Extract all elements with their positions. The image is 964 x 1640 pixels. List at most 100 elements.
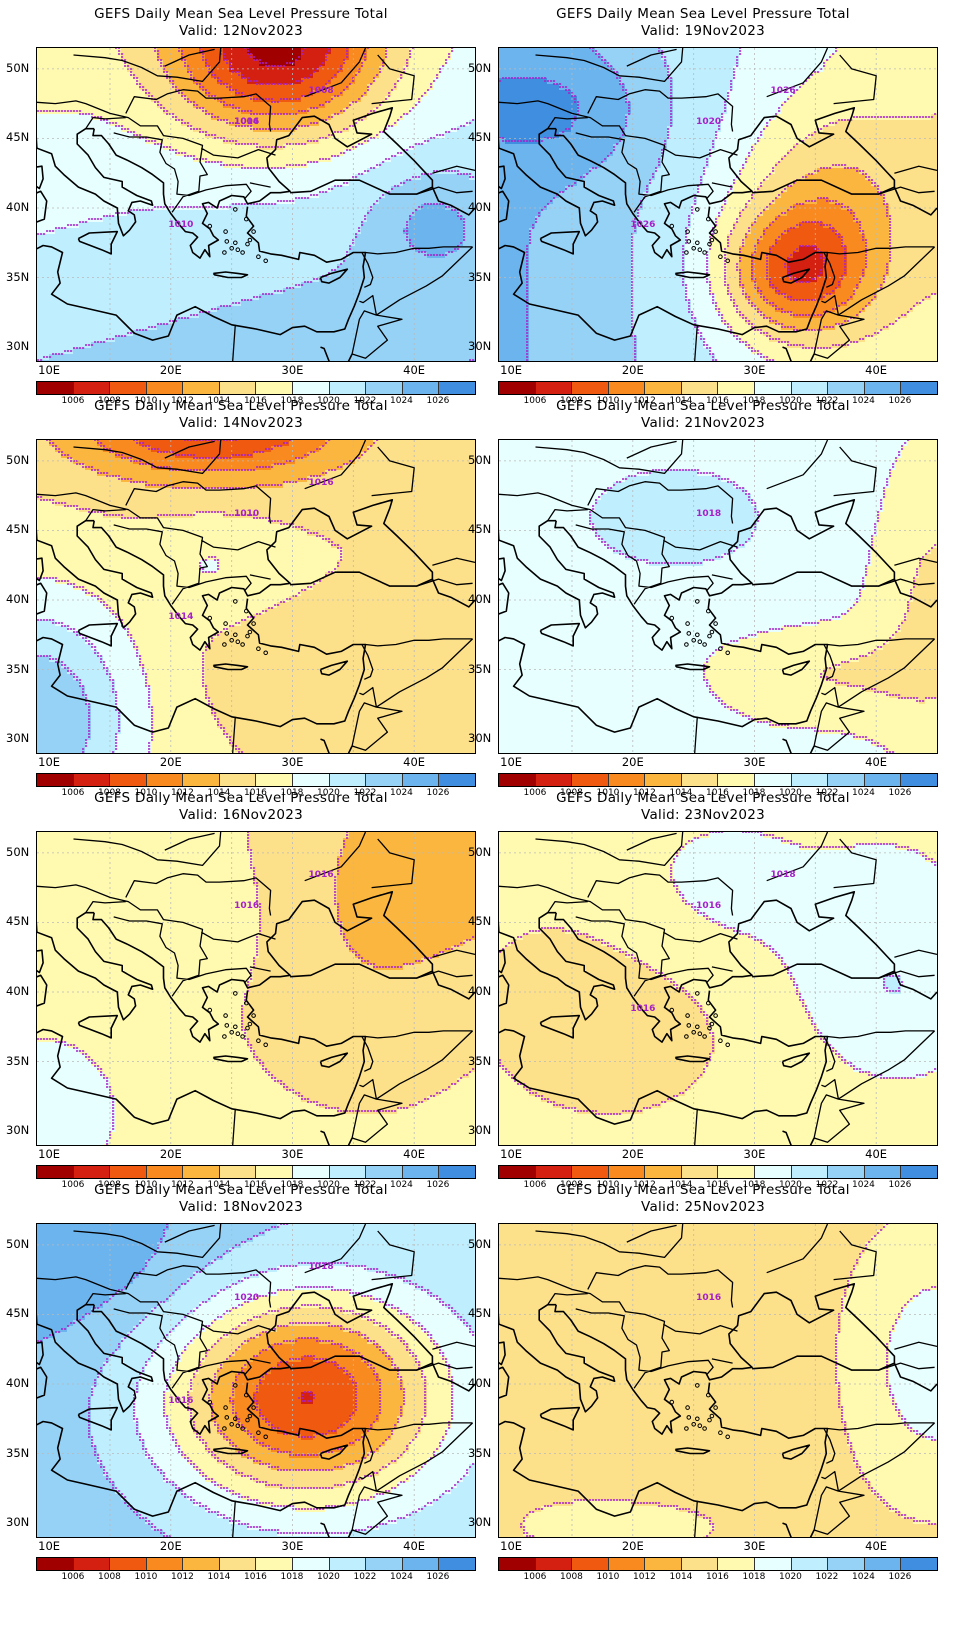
map-panel: GEFS Daily Mean Sea Level Pressure Total… bbox=[462, 1176, 944, 1586]
colorbar-swatch bbox=[608, 774, 646, 786]
pressure-map: 1020 1026 1026 bbox=[498, 47, 938, 362]
colorbar-tick-label: 1006 bbox=[524, 396, 547, 406]
colorbar-swatch bbox=[110, 774, 147, 786]
colorbar-tick-label: 1018 bbox=[281, 396, 304, 406]
lat-tick-label: 40N bbox=[6, 592, 34, 606]
lat-tick-label: 30N bbox=[468, 1515, 496, 1529]
colorbar-tick-label: 1022 bbox=[354, 396, 377, 406]
colorbar-tick-label: 1012 bbox=[633, 1572, 656, 1582]
lon-tick-label: 10E bbox=[38, 755, 60, 769]
contour-label: 1018 bbox=[309, 1262, 334, 1272]
valid-date-label: Valid: 21Nov2023 bbox=[462, 415, 944, 432]
lat-tick-label: 30N bbox=[468, 1123, 496, 1137]
colorbar-swatch bbox=[110, 1558, 147, 1570]
pressure-field-svg bbox=[499, 440, 937, 753]
colorbar-swatch bbox=[645, 1166, 682, 1178]
colorbar-tick-label: 1012 bbox=[171, 1180, 194, 1190]
colorbar-tick-label: 1010 bbox=[135, 1572, 158, 1582]
lon-tick-label: 30E bbox=[282, 755, 304, 769]
lon-tick-label: 40E bbox=[403, 1539, 425, 1553]
valid-date-label: Valid: 19Nov2023 bbox=[462, 23, 944, 40]
colorbar-swatch bbox=[110, 1166, 147, 1178]
colorbar-tick-label: 1016 bbox=[244, 1572, 267, 1582]
colorbar-swatch bbox=[366, 774, 403, 786]
contour-label: 1016 bbox=[309, 870, 334, 880]
lon-tick-label: 10E bbox=[38, 1147, 60, 1161]
lon-tick-label: 40E bbox=[865, 1147, 887, 1161]
colorbar-tick-label: 1026 bbox=[427, 396, 450, 406]
colorbar-swatch bbox=[828, 382, 865, 394]
lat-tick-label: 35N bbox=[468, 662, 496, 676]
colorbar-swatch bbox=[645, 774, 682, 786]
lat-tick-label: 40N bbox=[6, 984, 34, 998]
colorbar-swatch bbox=[572, 382, 609, 394]
colorbar-swatch bbox=[499, 382, 536, 394]
colorbar-tick-label: 1010 bbox=[597, 1180, 620, 1190]
colorbar-swatch bbox=[791, 382, 829, 394]
lon-tick-label: 20E bbox=[622, 1539, 644, 1553]
colorbar-swatch bbox=[402, 1166, 440, 1178]
valid-date-label: Valid: 16Nov2023 bbox=[0, 807, 482, 824]
lon-tick-label: 30E bbox=[282, 1539, 304, 1553]
colorbar-swatch bbox=[681, 1558, 719, 1570]
colorbar-tick-label: 1014 bbox=[208, 396, 231, 406]
colorbar-tick-label: 1020 bbox=[779, 396, 802, 406]
colorbar-tick-label: 1024 bbox=[852, 788, 875, 798]
lat-tick-label: 50N bbox=[6, 453, 34, 467]
colorbar-swatch bbox=[572, 774, 609, 786]
colorbar-swatch bbox=[499, 1166, 536, 1178]
colorbar-swatch bbox=[37, 382, 74, 394]
colorbar-swatch bbox=[402, 382, 440, 394]
colorbar-tick-label: 1026 bbox=[427, 788, 450, 798]
lat-tick-label: 35N bbox=[6, 662, 34, 676]
colorbar-swatch bbox=[293, 1558, 330, 1570]
contour-label: 1016 bbox=[696, 1293, 721, 1303]
colorbar-tick-label: 1010 bbox=[597, 1572, 620, 1582]
colorbar-swatch bbox=[146, 1558, 184, 1570]
lat-tick-label: 35N bbox=[468, 270, 496, 284]
colorbar-swatch bbox=[329, 382, 367, 394]
lat-tick-label: 35N bbox=[468, 1446, 496, 1460]
colorbar-tick-label: 1006 bbox=[62, 396, 85, 406]
colorbar-tick-label: 1020 bbox=[317, 396, 340, 406]
colorbar-tick-label: 1018 bbox=[743, 396, 766, 406]
lat-tick-label: 40N bbox=[468, 1376, 496, 1390]
colorbar-tick-label: 1012 bbox=[633, 1180, 656, 1190]
colorbar bbox=[498, 1165, 938, 1179]
contour-label: 1018 bbox=[771, 870, 796, 880]
panel-title: GEFS Daily Mean Sea Level Pressure Total bbox=[462, 6, 944, 23]
colorbar-swatch bbox=[110, 382, 147, 394]
lat-tick-label: 45N bbox=[6, 130, 34, 144]
panel-title: GEFS Daily Mean Sea Level Pressure Total bbox=[0, 6, 482, 23]
lon-tick-label: 30E bbox=[744, 1539, 766, 1553]
colorbar-swatch bbox=[499, 1558, 536, 1570]
lon-tick-label: 20E bbox=[160, 1147, 182, 1161]
colorbar-tick-label: 1018 bbox=[743, 1180, 766, 1190]
colorbar bbox=[498, 773, 938, 787]
lat-tick-label: 30N bbox=[6, 339, 34, 353]
colorbar-tick-label: 1020 bbox=[317, 788, 340, 798]
colorbar-swatch bbox=[535, 382, 573, 394]
lat-tick-label: 45N bbox=[468, 130, 496, 144]
colorbar-tick-label: 1020 bbox=[779, 1572, 802, 1582]
lon-tick-label: 20E bbox=[622, 1147, 644, 1161]
colorbar-swatch bbox=[37, 1166, 74, 1178]
colorbar-tick-label: 1006 bbox=[62, 788, 85, 798]
lon-tick-label: 20E bbox=[160, 1539, 182, 1553]
colorbar-tick-label: 1016 bbox=[244, 788, 267, 798]
colorbar-swatch bbox=[828, 774, 865, 786]
colorbar-swatch bbox=[572, 1166, 609, 1178]
colorbar-tick-label: 1012 bbox=[633, 788, 656, 798]
lat-tick-label: 35N bbox=[6, 1054, 34, 1068]
colorbar-swatch bbox=[183, 382, 220, 394]
colorbar-swatch bbox=[755, 774, 792, 786]
colorbar-swatch bbox=[828, 1166, 865, 1178]
colorbar-swatch bbox=[864, 774, 902, 786]
lon-tick-label: 40E bbox=[403, 755, 425, 769]
map-panel: GEFS Daily Mean Sea Level Pressure Total… bbox=[462, 392, 944, 802]
lat-tick-label: 35N bbox=[6, 270, 34, 284]
colorbar-tick-label: 1020 bbox=[317, 1180, 340, 1190]
colorbar-tick-label: 1012 bbox=[171, 396, 194, 406]
pressure-map: 1016 1016 bbox=[36, 831, 476, 1146]
colorbar-swatch bbox=[864, 382, 902, 394]
